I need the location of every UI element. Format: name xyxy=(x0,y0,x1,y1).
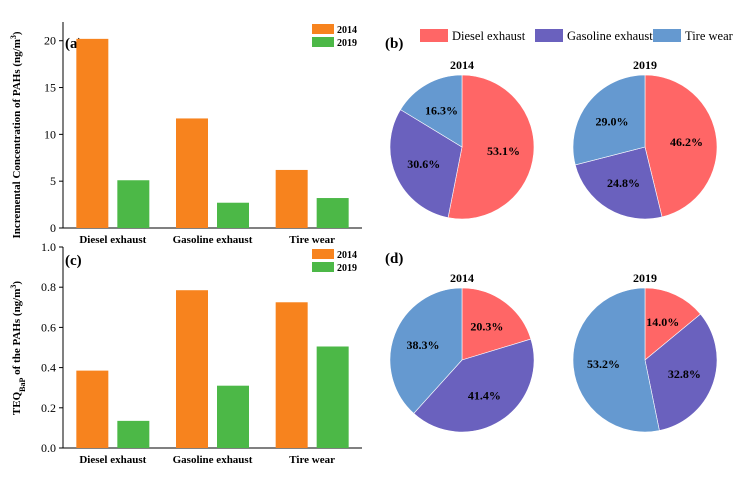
legend-label-c: 2014 xyxy=(337,250,357,261)
pie-slice xyxy=(400,74,463,148)
pie-title: 2019 xyxy=(633,271,657,285)
legend-swatch-c xyxy=(312,249,334,259)
y-tick-label-c: 1.0 xyxy=(41,240,56,254)
pie-legend-swatch xyxy=(653,29,681,42)
y-axis-label-c-exp: 3 xyxy=(9,285,18,289)
y-axis-label-a: Incremental Concentration of PAHs (ng/m3… xyxy=(9,31,24,238)
pie-d-2014: 2014 20.3% 41.4% 38.3% xyxy=(389,271,535,433)
bar-c-2019-2 xyxy=(316,346,349,448)
legend-swatch-c xyxy=(312,262,334,272)
y-tick-label-a: 20 xyxy=(44,34,56,48)
x-tick-label-c: Tire wear xyxy=(289,454,335,466)
pie-slice-label: 16.3% xyxy=(425,104,458,118)
bar-c-2019-0 xyxy=(117,420,150,448)
pie-slice xyxy=(389,109,463,218)
y-axis-label-c-a: TEQ xyxy=(11,391,23,415)
pie-slice-label: 20.3% xyxy=(470,319,503,333)
pie-b-2014: 2014 53.1% 30.6% 16.3% xyxy=(389,58,535,220)
y-tick-label-c: 0.0 xyxy=(41,441,56,455)
bar-c-2019-1 xyxy=(217,385,249,448)
bar-a-2014-0 xyxy=(76,38,109,228)
pie-slice-label: 46.2% xyxy=(670,135,703,149)
bar-c-2014-0 xyxy=(76,370,109,448)
y-tick-label-a: 5 xyxy=(50,174,56,188)
x-tick-label-a: Diesel exhaust xyxy=(79,234,146,246)
y-tick-label-c: 0.8 xyxy=(41,280,56,294)
legend-swatch-a xyxy=(312,24,334,34)
x-tick-label-c: Diesel exhaust xyxy=(79,454,146,466)
legend-label-c: 2019 xyxy=(337,263,357,274)
y-axis-label-c-sub: BaP xyxy=(18,378,27,392)
legend-label-a: 2014 xyxy=(337,25,357,36)
pie-slice xyxy=(447,74,535,220)
pie-slice-label: 32.8% xyxy=(668,367,701,381)
pie-slice xyxy=(413,338,535,433)
legend-swatch-a xyxy=(312,37,334,47)
y-axis-label-c-b: of the PAHs (ng/m xyxy=(11,289,23,378)
x-tick-label-c: Gasoline exhaust xyxy=(173,454,253,466)
x-tick-label-a: Gasoline exhaust xyxy=(173,234,253,246)
pie-slice xyxy=(461,287,532,361)
pie-slice-label: 38.3% xyxy=(407,338,440,352)
y-axis-label-c: TEQBaP of the PAHs (ng/m3) xyxy=(9,281,27,415)
y-tick-label-c: 0.4 xyxy=(41,361,56,375)
pie-slice xyxy=(572,287,660,433)
pie-title: 2014 xyxy=(450,58,474,72)
pie-slice-label: 53.2% xyxy=(587,357,620,371)
y-axis-label-c-close: ) xyxy=(11,281,23,285)
y-tick-label-c: 0.2 xyxy=(41,401,56,415)
bar-chart-c: (c) TEQBaP of the PAHs (ng/m3) 0.0 0.2 0.4… xyxy=(9,240,362,466)
panel-label-c: (c) xyxy=(65,253,82,269)
bar-a-2014-1 xyxy=(176,118,208,228)
panel-label-d: (d) xyxy=(385,251,403,267)
y-tick-label-a: 15 xyxy=(44,81,56,95)
pie-slice-label: 24.8% xyxy=(607,176,640,190)
bar-c-2014-2 xyxy=(275,302,308,448)
pie-legend-swatch xyxy=(535,29,563,42)
pie-charts: 201453.1%30.6%16.3%201946.2%24.8%29.0%20… xyxy=(389,58,718,433)
pie-legend-label: Tire wear xyxy=(685,29,734,43)
y-axis-label-a-exp: 3 xyxy=(9,35,18,39)
pie-legend-swatch xyxy=(420,29,448,42)
pie-b-2019: 2019 46.2% 24.8% 29.0% xyxy=(572,58,718,220)
pie-slice-label: 41.4% xyxy=(468,388,501,402)
y-axis-label-a-main: Incremental Concentration of PAHs (ng/m xyxy=(11,39,23,238)
y-axis-label-a-close: ) xyxy=(11,31,23,35)
pie-legend: Diesel exhaust Gasoline exhaust Tire wear xyxy=(420,29,734,43)
y-tick-label-c: 0.6 xyxy=(41,320,56,334)
bar-a-2019-0 xyxy=(117,180,150,228)
pie-slice xyxy=(644,74,718,218)
pie-slice xyxy=(574,146,663,220)
pie-slice xyxy=(644,313,718,431)
pie-slice xyxy=(572,74,646,166)
panel-label-b: (b) xyxy=(385,36,403,52)
bar-a-2014-2 xyxy=(275,169,308,228)
pie-slice xyxy=(389,287,463,414)
pie-slice-label: 29.0% xyxy=(596,114,629,128)
y-tick-label-a: 10 xyxy=(44,127,56,141)
bar-chart-a: (a) Incremental Concentration of PAHs (n… xyxy=(9,22,362,246)
pie-slice-label: 14.0% xyxy=(646,315,679,329)
pie-legend-label: Gasoline exhaust xyxy=(567,29,653,43)
pie-title: 2019 xyxy=(633,58,657,72)
pie-slice-label: 30.6% xyxy=(407,157,440,171)
bar-a-2019-1 xyxy=(217,202,249,228)
bar-c-2014-1 xyxy=(176,290,208,448)
x-tick-label-a: Tire wear xyxy=(289,234,335,246)
y-tick-label-a: 0 xyxy=(50,221,56,235)
legend-label-a: 2019 xyxy=(337,38,357,49)
pie-title: 2014 xyxy=(450,271,474,285)
pie-slice xyxy=(644,287,701,361)
pie-legend-label: Diesel exhaust xyxy=(452,29,526,43)
bar-a-2019-2 xyxy=(316,198,349,228)
pie-d-2019: 2019 14.0% 32.8% 53.2% xyxy=(572,271,718,433)
pie-slice-label: 53.1% xyxy=(487,144,520,158)
